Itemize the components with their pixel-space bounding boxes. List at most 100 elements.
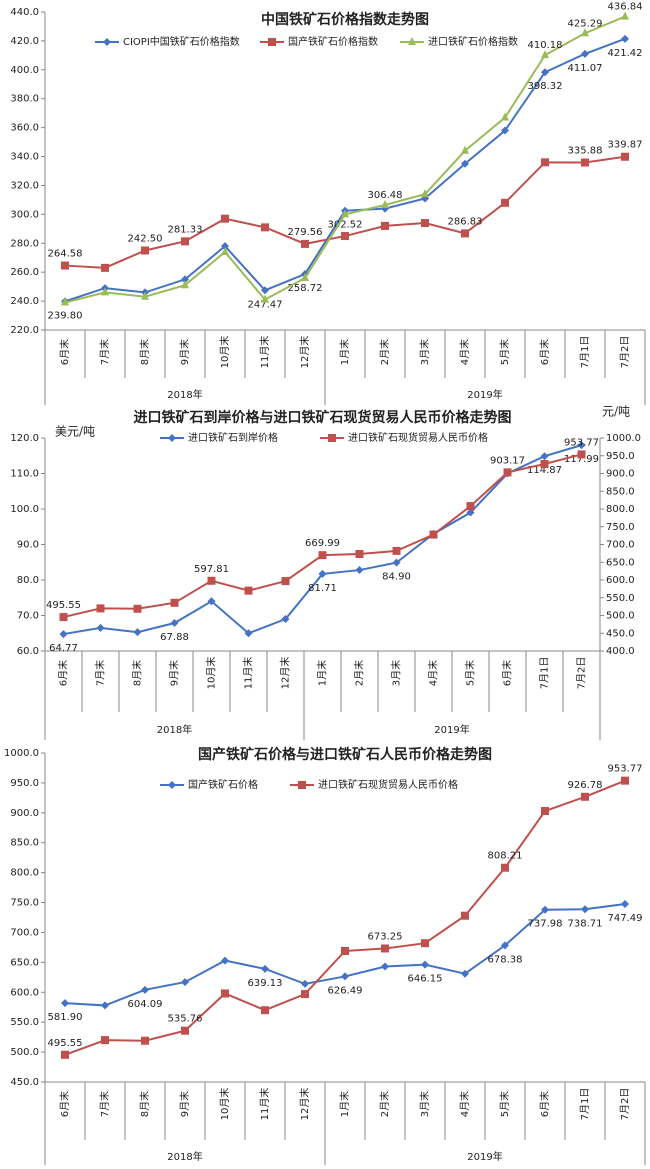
value-label: 81.71 [308, 583, 337, 594]
y2-tick-label: 700.0 [606, 540, 635, 551]
point [207, 597, 216, 606]
point [281, 615, 290, 624]
y-tick-label: 650.0 [10, 957, 39, 968]
value-label: 410.18 [528, 40, 563, 51]
point [61, 297, 69, 306]
point [181, 237, 189, 246]
chart-title: 进口铁矿石到岸价格与进口铁矿石现货贸易人民币价格走势图 [134, 409, 512, 426]
x-tick-label: 11月末 [258, 336, 271, 369]
y2-tick-label: 450.0 [606, 628, 635, 639]
value-label: 67.88 [160, 632, 189, 643]
category-group-label: 2019年 [467, 1150, 502, 1163]
point [96, 623, 105, 632]
y2-tick-label: 650.0 [606, 557, 635, 568]
point [341, 946, 349, 955]
x-tick-label: 7月1日 [579, 1088, 591, 1121]
x-tick-label: 3月末 [418, 339, 431, 365]
x-tick-label: 2月末 [378, 339, 391, 365]
point [61, 1050, 69, 1059]
point [341, 209, 349, 218]
value-label: 411.07 [568, 63, 603, 74]
point [318, 551, 327, 560]
point [244, 629, 253, 638]
point [341, 232, 349, 241]
point [466, 502, 475, 511]
x-tick-label: 1月末 [338, 1091, 351, 1117]
value-label: 242.50 [128, 234, 163, 245]
value-label: 398.32 [528, 81, 563, 92]
point [381, 962, 389, 971]
y-tick-label: 300.0 [10, 209, 39, 220]
point [392, 558, 401, 567]
point [61, 261, 69, 270]
y-tick-label: 420.0 [10, 36, 39, 47]
y-tick-label: 100.0 [10, 504, 39, 515]
y2-axis-label: 元/吨 [602, 405, 630, 419]
y2-tick-label: 950.0 [606, 451, 635, 462]
x-tick-label: 10月末 [218, 336, 231, 369]
x-tick-label: 12月末 [298, 1088, 311, 1121]
value-label: 669.99 [305, 538, 340, 549]
value-label: 421.42 [608, 48, 643, 59]
point [581, 158, 589, 167]
value-label: 646.15 [408, 974, 443, 985]
point [61, 999, 69, 1008]
y-tick-label: 110.0 [10, 469, 39, 480]
y2-tick-label: 850.0 [606, 486, 635, 497]
y-tick-label: 60.0 [17, 646, 39, 657]
legend-label: 进口铁矿石到岸价格 [188, 431, 278, 444]
point [621, 34, 629, 43]
x-tick-label: 2月末 [353, 660, 366, 686]
legend-label: 进口铁矿石现货贸易人民币价格 [318, 778, 458, 791]
point [141, 1036, 149, 1045]
category-group-label: 2018年 [167, 388, 202, 401]
point [621, 900, 629, 909]
point [181, 1026, 189, 1035]
point [261, 223, 269, 232]
y-tick-label: 70.0 [17, 611, 39, 622]
value-label: 339.87 [608, 140, 643, 151]
value-label: 425.29 [568, 18, 603, 29]
point [141, 246, 149, 255]
x-tick-label: 6月末 [538, 1091, 551, 1117]
x-tick-label: 11月末 [258, 1088, 271, 1121]
point [59, 613, 68, 622]
y-axis-label: 美元/吨 [55, 425, 95, 439]
point [501, 112, 509, 121]
x-tick-label: 7月末 [94, 660, 107, 686]
point [133, 628, 142, 637]
value-label: 279.56 [288, 227, 323, 238]
point [381, 944, 389, 953]
point [318, 569, 327, 578]
y2-tick-label: 600.0 [606, 575, 635, 586]
x-tick-label: 7月末 [98, 339, 111, 365]
y-tick-label: 900.0 [10, 808, 39, 819]
value-label: 239.80 [48, 310, 83, 321]
chart-title: 国产铁矿石价格与进口铁矿石人民币价格走势图 [198, 746, 492, 763]
value-label: 808.21 [488, 851, 523, 862]
point [141, 291, 149, 300]
y2-tick-label: 900.0 [606, 469, 635, 480]
point [501, 941, 509, 950]
point [381, 199, 389, 208]
x-tick-label: 10月末 [218, 1088, 231, 1121]
point [421, 219, 429, 228]
category-group-label: 2018年 [157, 723, 192, 736]
y-tick-label: 90.0 [17, 540, 39, 551]
point [301, 990, 309, 999]
y-tick-label: 550.0 [10, 1017, 39, 1028]
value-label: 926.78 [568, 780, 603, 791]
point [581, 905, 589, 914]
point [221, 242, 229, 251]
y2-tick-label: 800.0 [606, 504, 635, 515]
category-group-label: 2019年 [434, 723, 469, 736]
value-label: 535.76 [168, 1014, 203, 1025]
legend-label: 国产铁矿石价格 [188, 778, 258, 791]
x-tick-label: 8月末 [138, 1091, 151, 1117]
chart-title: 中国铁矿石价格指数走势图 [261, 11, 429, 28]
x-tick-label: 8月末 [138, 339, 151, 365]
y-tick-label: 320.0 [10, 180, 39, 191]
y-tick-label: 360.0 [10, 123, 39, 134]
point [421, 939, 429, 948]
point [341, 972, 349, 981]
